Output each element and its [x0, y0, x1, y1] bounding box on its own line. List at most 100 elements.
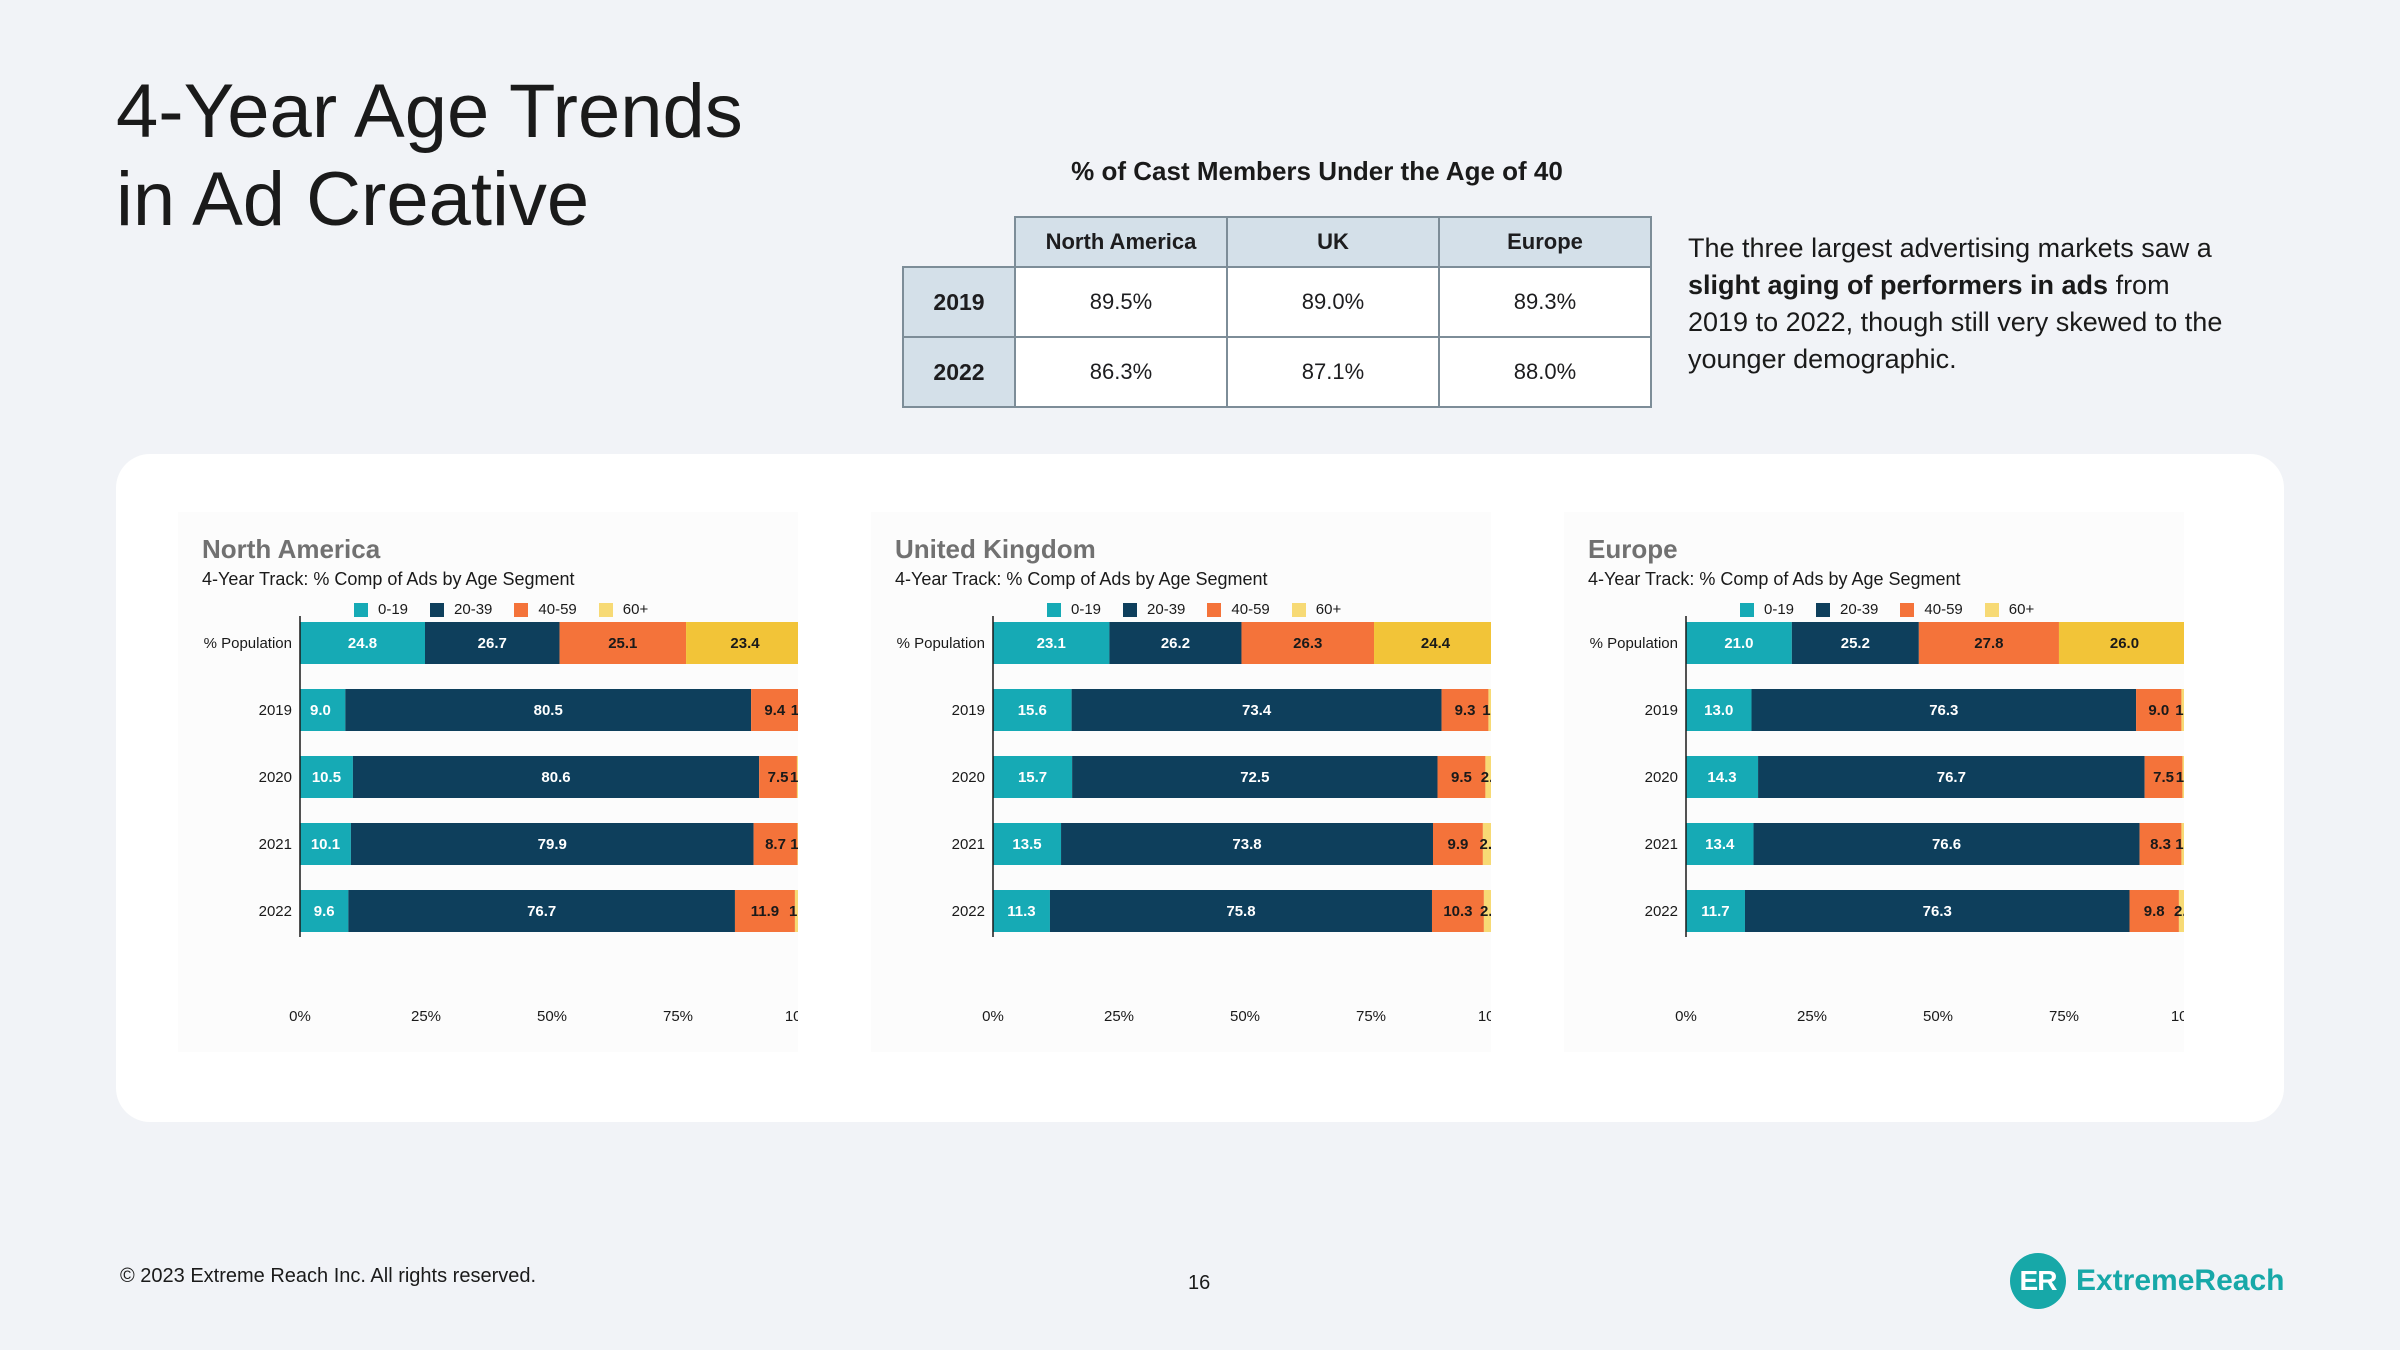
data-label: 26.0	[2110, 635, 2139, 652]
chart-legend: 0-19 20-39 40-59 60+	[1740, 601, 2034, 618]
bar-segment	[350, 823, 754, 865]
category-label: 2022	[952, 903, 985, 920]
data-label: 9.0	[2148, 702, 2169, 719]
legend-swatch	[1984, 602, 1999, 617]
bar-segment	[300, 890, 349, 932]
page-title-line1: 4-Year Age Trends	[116, 69, 743, 154]
data-label: 21.0	[1724, 635, 1753, 652]
data-label: 2.3	[1481, 769, 1491, 786]
category-label: 2022	[1645, 903, 1678, 920]
bar-segment	[753, 823, 798, 865]
data-label: 25.2	[1841, 635, 1870, 652]
category-label: 2021	[259, 836, 292, 853]
data-label: 8.7	[765, 836, 786, 853]
bar-segment	[300, 622, 425, 664]
bar-segment	[796, 756, 798, 798]
category-label: 2019	[952, 702, 985, 719]
data-label: 72.5	[1240, 769, 1269, 786]
bar-segment	[300, 689, 346, 731]
column-header: Europe	[1438, 216, 1652, 268]
bar-segment	[1374, 622, 1491, 664]
data-label: 2.8	[1480, 836, 1491, 853]
summary-text: The three largest advertising markets sa…	[1688, 230, 2228, 378]
data-label: 23.1	[1037, 635, 1066, 652]
table-cell: 86.3%	[1014, 336, 1228, 408]
bar-segment	[345, 689, 752, 731]
x-tick-label: 0%	[289, 1008, 311, 1025]
bar-segment	[1686, 823, 1754, 865]
data-label: 13.4	[1705, 836, 1735, 853]
legend-item: 60+	[1291, 601, 1341, 618]
chart-united-kingdom: United Kingdom 4-Year Track: % Comp of A…	[871, 512, 1491, 1052]
chart-legend: 0-19 20-39 40-59 60+	[1047, 601, 1341, 618]
table-cell: 89.0%	[1226, 266, 1440, 338]
bar-segment	[1431, 890, 1484, 932]
data-label: 73.4	[1242, 702, 1272, 719]
logo-mark-icon: ER	[2010, 1253, 2066, 1309]
charts-card: North America 4-Year Track: % Comp of Ad…	[116, 454, 2284, 1122]
bar-segment	[2058, 622, 2184, 664]
bar-segment	[300, 756, 353, 798]
x-tick-label: 75%	[663, 1008, 693, 1025]
chart-plot: % Population 23.1 26.2 26.3 24.4 2019 15.6 73.4…	[897, 616, 1491, 1025]
data-label: 10.5	[312, 769, 341, 786]
data-label: 13.0	[1704, 702, 1733, 719]
data-label: 9.5	[1451, 769, 1472, 786]
x-tick-label: 0%	[1675, 1008, 1697, 1025]
legend-swatch	[354, 602, 368, 617]
bar-segment	[686, 622, 798, 664]
category-label: 2019	[259, 702, 292, 719]
legend-item: 60+	[1984, 601, 2034, 618]
data-label: 11.7	[1701, 903, 1729, 920]
data-label: 7.5	[2153, 769, 2174, 786]
data-label: 9.9	[1448, 836, 1469, 853]
chart-subtitle: 4-Year Track: % Comp of Ads by Age Segme…	[895, 569, 1268, 589]
data-label: 76.6	[1932, 836, 1961, 853]
bar-segment	[1432, 823, 1483, 865]
legend-swatch	[514, 602, 529, 617]
table-cell: 87.1%	[1226, 336, 1440, 408]
chart-north-america: North America 4-Year Track: % Comp of Ad…	[178, 512, 798, 1052]
x-tick-label: 25%	[411, 1008, 441, 1025]
category-label: 2021	[952, 836, 985, 853]
data-label: 2.6	[1480, 903, 1491, 920]
data-label: 2.2	[2174, 903, 2184, 920]
legend-label: 20-39	[1840, 601, 1879, 618]
bar-segment	[348, 890, 735, 932]
data-label: 15.6	[1018, 702, 1047, 719]
category-label: % Population	[1590, 635, 1678, 652]
logo-wordmark: ExtremeReach	[2076, 1264, 2285, 1297]
chart-subtitle: 4-Year Track: % Comp of Ads by Age Segme…	[1588, 569, 1961, 589]
bar-segment	[2136, 689, 2182, 731]
bar-segment	[2139, 823, 2182, 865]
bar-segment	[1753, 823, 2140, 865]
legend-label: 20-39	[454, 601, 493, 618]
bar-segment	[1686, 689, 1752, 731]
category-label: % Population	[897, 635, 985, 652]
legend-label: 40-59	[538, 601, 577, 618]
x-tick-label: 50%	[1230, 1008, 1260, 1025]
bar-segment	[1061, 823, 1433, 865]
x-tick-label: 100%	[1478, 1008, 1491, 1025]
data-label: 9.6	[314, 903, 335, 920]
bar-segment	[1482, 823, 1491, 865]
legend-label: 0-19	[1071, 601, 1102, 618]
legend-swatch	[598, 602, 613, 617]
bar-segment	[797, 823, 798, 865]
data-label: 1.4	[790, 769, 798, 786]
legend-swatch	[1816, 602, 1831, 617]
bar-segment	[559, 622, 687, 664]
table-row: 2019 89.5% 89.0% 89.3%	[902, 266, 1652, 338]
bar-segment	[993, 890, 1050, 932]
x-tick-label: 100%	[785, 1008, 798, 1025]
legend-label: 0-19	[378, 601, 409, 618]
data-label: 26.7	[478, 635, 507, 652]
bar-segment	[1072, 756, 1438, 798]
legend-label: 60+	[622, 601, 649, 618]
legend-item: 20-39	[1816, 601, 1878, 618]
data-label: 24.8	[348, 635, 377, 652]
page-title: 4-Year Age Trends in Ad Creative	[116, 68, 743, 244]
data-label: 1.7	[1482, 702, 1491, 719]
bar-segment	[1791, 622, 1919, 664]
chart-subtitle: 4-Year Track: % Comp of Ads by Age Segme…	[202, 569, 575, 589]
